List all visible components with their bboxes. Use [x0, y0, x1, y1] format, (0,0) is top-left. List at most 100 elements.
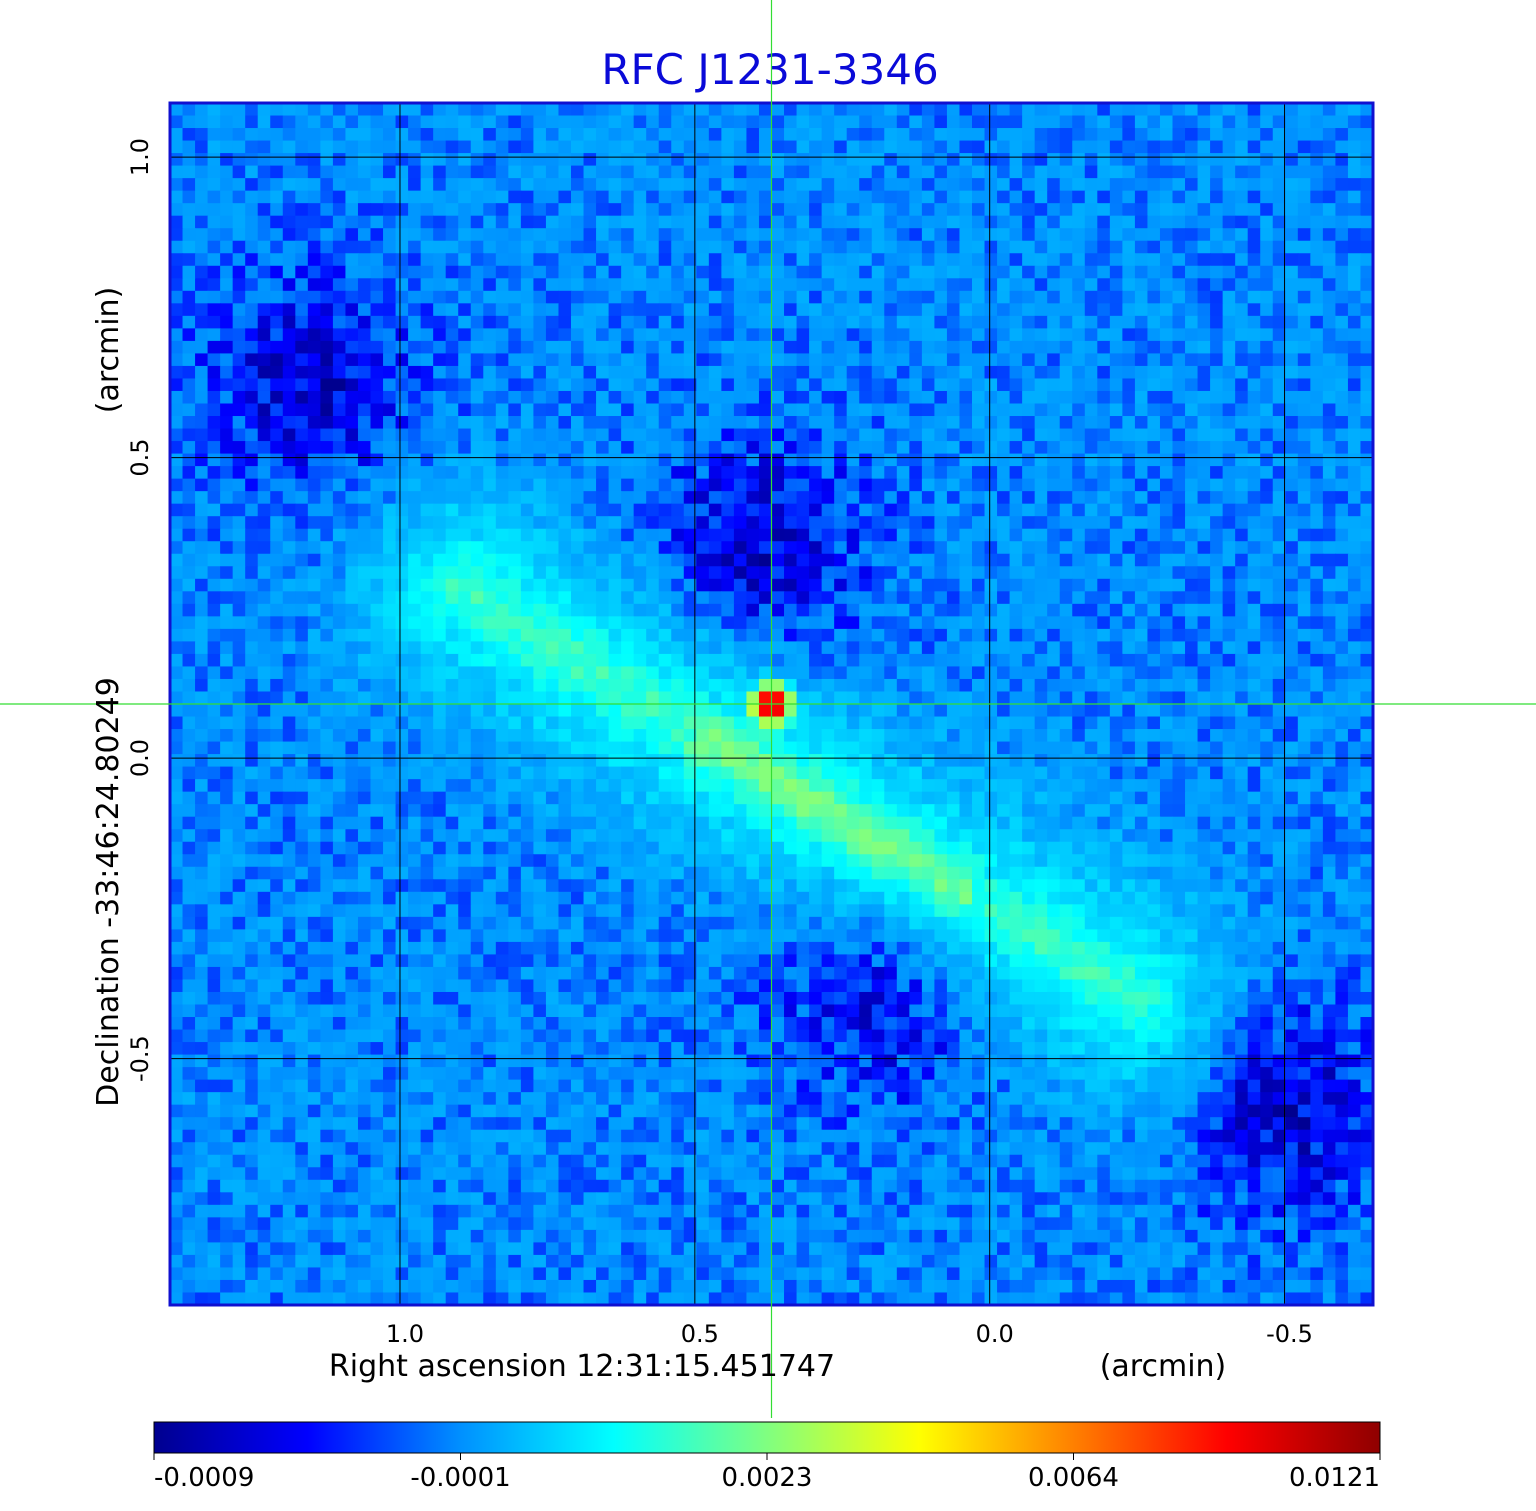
heatmap-cell [1159, 591, 1174, 605]
heatmap-cell [1310, 603, 1324, 617]
heatmap-cell [984, 503, 998, 517]
heatmap-cell [1322, 115, 1337, 129]
heatmap-cell [1347, 466, 1362, 480]
heatmap-cell [1260, 303, 1274, 317]
heatmap-cell [1247, 178, 1261, 192]
heatmap-cell [796, 716, 810, 730]
heatmap-cell [282, 678, 296, 693]
heatmap-cell [270, 340, 284, 355]
heatmap-cell [1297, 441, 1311, 455]
heatmap-cell [1210, 340, 1224, 355]
heatmap-cell [370, 115, 384, 129]
heatmap-cell [846, 416, 860, 430]
heatmap-cell [733, 165, 748, 179]
heatmap-cell [383, 691, 397, 705]
heatmap-cell [508, 716, 522, 730]
heatmap-cell [232, 516, 246, 530]
heatmap-cell [1185, 103, 1199, 117]
heatmap-cell [220, 240, 234, 254]
heatmap-cell [934, 416, 948, 430]
heatmap-cell [483, 466, 497, 480]
heatmap-cell [307, 628, 321, 642]
heatmap-cell [696, 553, 710, 567]
heatmap-cell [1297, 390, 1311, 405]
heatmap-cell [320, 278, 334, 292]
heatmap-cell [784, 228, 798, 242]
heatmap-cell [533, 628, 547, 642]
heatmap-cell [1235, 390, 1249, 405]
heatmap-cell [1360, 453, 1374, 467]
heatmap-cell [571, 328, 585, 342]
heatmap-cell [733, 278, 748, 292]
heatmap-cell [571, 491, 585, 505]
heatmap-cell [721, 165, 735, 179]
heatmap-cell [332, 278, 347, 292]
heatmap-cell [533, 678, 547, 693]
heatmap-cell [1285, 528, 1299, 542]
heatmap-cell [921, 403, 936, 417]
heatmap-cell [282, 628, 296, 642]
heatmap-cell [683, 678, 697, 693]
heatmap-cell [1347, 328, 1362, 342]
heatmap-cell [1084, 691, 1098, 705]
heatmap-cell [921, 390, 936, 405]
heatmap-cell [182, 628, 196, 642]
heatmap-cell [1310, 128, 1324, 142]
heatmap-cell [846, 729, 860, 743]
heatmap-cell [332, 378, 347, 392]
heatmap-cell [758, 428, 773, 442]
heatmap-cell [408, 315, 422, 329]
heatmap-cell [1272, 704, 1286, 718]
heatmap-cell [533, 140, 547, 154]
heatmap-cell [445, 591, 459, 605]
heatmap-cell [571, 365, 585, 380]
heatmap-cell [721, 390, 735, 405]
heatmap-cell [320, 666, 334, 680]
heatmap-cell [1022, 278, 1036, 292]
heatmap-cell [1147, 466, 1161, 480]
heatmap-cell [1347, 253, 1362, 267]
heatmap-cell [1335, 528, 1349, 542]
heatmap-cell [583, 240, 597, 254]
heatmap-cell [1285, 466, 1299, 480]
heatmap-cell [758, 128, 773, 142]
heatmap-cell [470, 403, 484, 417]
heatmap-cell [408, 178, 422, 192]
heatmap-cell [1235, 315, 1249, 329]
heatmap-cell [1134, 603, 1149, 617]
heatmap-cell [1197, 228, 1211, 242]
heatmap-cell [307, 340, 321, 355]
heatmap-cell [834, 178, 848, 192]
heatmap-cell [896, 290, 910, 304]
heatmap-cell [633, 328, 647, 342]
heatmap-cell [596, 729, 610, 743]
heatmap-cell [1310, 190, 1324, 204]
heatmap-cell [921, 678, 936, 693]
heatmap-cell [746, 228, 760, 242]
heatmap-cell [796, 378, 810, 392]
heatmap-cell [633, 678, 647, 693]
heatmap-cell [771, 390, 785, 405]
heatmap-cell [1272, 153, 1286, 167]
heatmap-cell [295, 466, 309, 480]
heatmap-cell [821, 691, 835, 705]
heatmap-cell [545, 315, 560, 329]
heatmap-cell [533, 340, 547, 355]
heatmap-cell [458, 666, 472, 680]
heatmap-cell [821, 115, 835, 129]
heatmap-cell [195, 578, 209, 592]
heatmap-cell [395, 666, 409, 680]
heatmap-cell [370, 378, 384, 392]
heatmap-cell [1222, 265, 1236, 279]
heatmap-cell [420, 616, 434, 630]
heatmap-cell [1247, 303, 1261, 317]
heatmap-cell [671, 641, 685, 655]
heatmap-cell [946, 653, 961, 668]
heatmap-cell [433, 328, 447, 342]
heatmap-cell [1197, 566, 1211, 580]
heatmap-cell [1310, 441, 1324, 455]
heatmap-cell [220, 103, 234, 117]
heatmap-cell [671, 178, 685, 192]
heatmap-cell [921, 253, 936, 267]
